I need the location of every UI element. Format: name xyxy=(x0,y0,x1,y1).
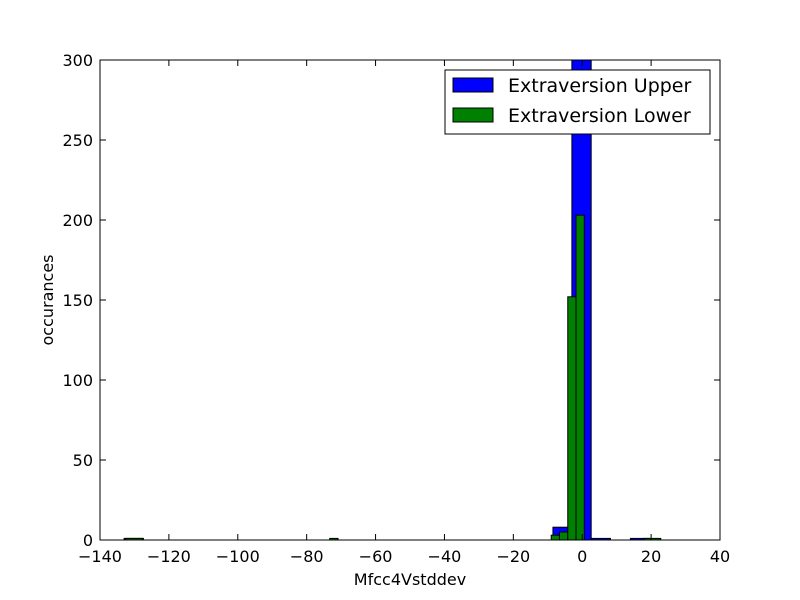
y-tick-label: 50 xyxy=(73,451,93,470)
y-tick-label: 200 xyxy=(62,211,93,230)
bar-lower-1 xyxy=(329,537,339,540)
x-tick-label: −140 xyxy=(78,547,122,566)
y-axis-title: occurances xyxy=(38,254,57,345)
legend-swatch-lower xyxy=(452,107,494,123)
plot-frame xyxy=(99,59,721,541)
x-tick-label: −120 xyxy=(147,547,191,566)
x-tick-label: −40 xyxy=(428,547,462,566)
x-tick-label: −100 xyxy=(216,547,260,566)
x-tick-label: −20 xyxy=(496,547,530,566)
x-tick-label: −80 xyxy=(290,547,324,566)
legend-label-lower: Extraversion Lower xyxy=(508,105,691,127)
x-tick-label: 20 xyxy=(641,547,661,566)
bar-upper-3 xyxy=(590,537,611,540)
bar-lower-4 xyxy=(567,296,577,540)
bar-lower-5 xyxy=(575,214,585,540)
bar-lower-3 xyxy=(558,531,569,540)
x-tick-label: −60 xyxy=(359,547,393,566)
legend-label-upper: Extraversion Upper xyxy=(508,75,691,97)
y-tick-label: 300 xyxy=(62,51,93,70)
y-tick-label: 150 xyxy=(62,291,93,310)
bar-lower-2 xyxy=(550,534,560,540)
bar-lower-6 xyxy=(643,537,662,540)
y-tick-label: 100 xyxy=(62,371,93,390)
legend-swatch-upper xyxy=(452,77,494,93)
y-tick-labels: 0 50 100 150 200 250 300 xyxy=(62,51,93,550)
y-tick-label: 250 xyxy=(62,131,93,150)
bars-group xyxy=(123,60,662,540)
y-tick-label: 0 xyxy=(83,531,93,550)
series-lower xyxy=(125,214,662,540)
bar-lower-0 xyxy=(125,537,144,540)
bars-layer xyxy=(123,60,662,540)
x-tick-label: 40 xyxy=(710,547,730,566)
legend: Extraversion Upper Extraversion Lower xyxy=(444,69,711,135)
x-tick-label: 0 xyxy=(577,547,587,566)
x-tick-labels: −140 −120 −100 −80 −60 −40 −20 0 20 40 xyxy=(78,547,730,566)
x-axis-title: Mfcc4Vstddev xyxy=(354,570,466,589)
